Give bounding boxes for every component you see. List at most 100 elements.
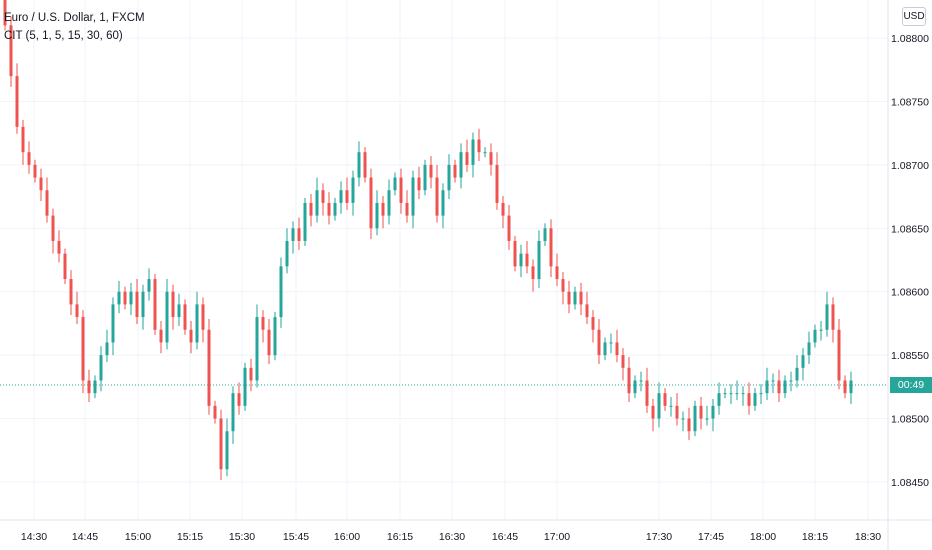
candle-body	[147, 279, 151, 292]
candle-body	[729, 393, 733, 395]
candle-body	[693, 405, 697, 432]
candle-body	[831, 304, 835, 330]
x-tick-label: 18:30	[855, 531, 881, 543]
candle-body	[351, 177, 355, 203]
countdown-price-tag: 00:49	[890, 377, 932, 393]
candle-body	[375, 202, 379, 229]
candle-body	[849, 380, 853, 394]
candle-body	[789, 380, 793, 382]
candle-body	[303, 202, 307, 241]
candle-body	[33, 164, 37, 178]
candle-body	[681, 418, 685, 420]
candle-body	[219, 418, 223, 470]
candle-body	[639, 380, 643, 382]
candle-body	[171, 291, 175, 318]
candle-body	[441, 190, 445, 216]
x-tick-label: 15:00	[125, 531, 151, 543]
candle-body	[699, 405, 703, 419]
candle-body	[753, 393, 757, 406]
candle-body	[195, 304, 199, 343]
y-tick-label: 1.08750	[891, 96, 929, 108]
currency-button[interactable]: USD	[902, 7, 926, 26]
candle-body	[243, 367, 247, 406]
candle-body	[501, 202, 505, 216]
x-tick-label: 16:00	[334, 531, 360, 543]
x-tick-label: 15:15	[177, 531, 203, 543]
candle-body	[411, 177, 415, 216]
candle-body	[723, 393, 727, 395]
candle-body	[435, 177, 439, 216]
candle-body	[231, 393, 235, 432]
candle-body	[597, 329, 601, 356]
candle-body	[69, 279, 73, 305]
candle-body	[777, 380, 781, 394]
candle-body	[363, 152, 367, 178]
candle-body	[87, 380, 91, 394]
symbol-title[interactable]: Euro / U.S. Dollar, 1, FXCM	[4, 12, 145, 24]
candle-body	[279, 266, 283, 318]
candle-body	[819, 329, 823, 331]
candle-body	[339, 190, 343, 203]
candle-body	[765, 380, 769, 394]
y-tick-label: 1.08450	[891, 477, 929, 489]
candle-body	[489, 152, 493, 165]
candle-body	[531, 266, 535, 280]
candle-body	[525, 253, 529, 267]
x-tick-label: 16:15	[387, 531, 413, 543]
y-tick-label: 1.08650	[891, 223, 929, 235]
candle-body	[165, 291, 169, 343]
candle-body	[615, 342, 619, 356]
candle-body	[621, 355, 625, 368]
candle-body	[39, 177, 43, 191]
candle-body	[153, 279, 157, 330]
candle-body	[93, 380, 97, 394]
candles	[3, 0, 853, 481]
candle-body	[477, 139, 481, 153]
candle-body	[825, 304, 829, 330]
candle-body	[543, 228, 547, 241]
candle-body	[645, 380, 649, 406]
candle-body	[123, 291, 127, 305]
candle-body	[381, 202, 385, 216]
indicator-label[interactable]: CIT (5, 1, 5, 15, 30, 60)	[4, 30, 123, 42]
candle-body	[663, 393, 667, 406]
candle-body	[213, 405, 217, 419]
candle-body	[249, 367, 253, 381]
candle-body	[795, 367, 799, 381]
candle-body	[657, 393, 661, 419]
candle-body	[711, 405, 715, 419]
candle-body	[291, 228, 295, 241]
x-tick-label: 15:30	[229, 531, 255, 543]
candle-body	[483, 152, 487, 154]
candle-body	[45, 190, 49, 216]
candle-body	[405, 202, 409, 216]
candle-body	[735, 393, 739, 395]
candle-body	[345, 190, 349, 203]
candle-body	[537, 240, 541, 280]
y-tick-label: 1.08600	[891, 287, 929, 299]
candle-body	[369, 177, 373, 229]
candle-body	[333, 202, 337, 216]
candle-body	[141, 291, 145, 318]
candle-body	[393, 177, 397, 191]
x-tick-label: 17:30	[646, 531, 672, 543]
candle-body	[783, 380, 787, 394]
x-tick-label: 16:45	[492, 531, 518, 543]
candle-body	[651, 405, 655, 419]
candle-body	[495, 164, 499, 203]
candle-body	[129, 291, 133, 305]
chart-legend: Euro / U.S. Dollar, 1, FXCM CIT (5, 1, 5…	[4, 9, 145, 45]
candle-body	[705, 418, 709, 420]
candle-body	[183, 304, 187, 330]
candle-body	[51, 215, 55, 241]
candle-body	[513, 240, 517, 267]
candle-body	[297, 228, 301, 241]
candle-body	[759, 393, 763, 395]
candle-body	[549, 228, 553, 267]
candle-body	[567, 291, 571, 305]
candle-body	[837, 329, 841, 381]
y-tick-label: 1.08550	[891, 350, 929, 362]
candle-body	[573, 291, 577, 305]
candle-body	[225, 431, 229, 470]
